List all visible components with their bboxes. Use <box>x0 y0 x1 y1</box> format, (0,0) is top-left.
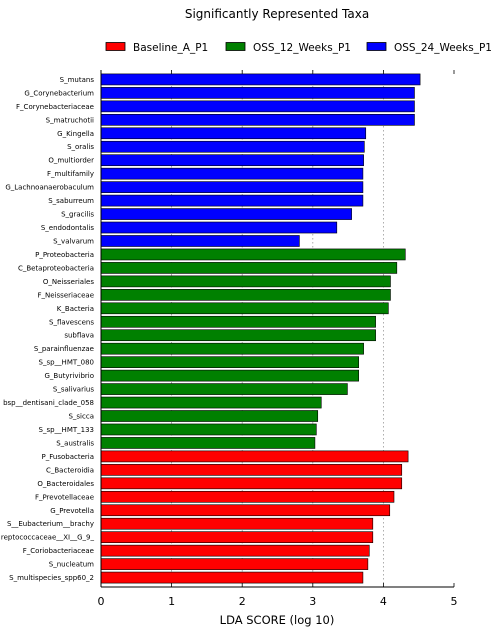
bar <box>100 167 364 180</box>
y-tick-label: S_salivarius <box>53 386 94 394</box>
y-tick-label: S_gracilis <box>61 211 94 219</box>
bar <box>100 127 367 140</box>
bar <box>100 100 415 113</box>
y-tick-label: S_matruchotii <box>46 116 94 124</box>
y-tick-label: S_valvarum <box>53 237 94 245</box>
y-tick-label: P_Fusobacteria <box>42 453 94 461</box>
y-tick-label: C_Betaproteobacteria <box>18 264 94 272</box>
x-axis-label: LDA SCORE (log 10) <box>220 613 335 627</box>
bar <box>100 113 415 126</box>
axes-frame <box>100 70 454 588</box>
legend-swatch-24-weeks <box>366 42 387 51</box>
bars <box>100 73 421 584</box>
bar <box>100 517 374 530</box>
y-tick-label: S_sicca <box>68 413 94 421</box>
x-tick-label: 0 <box>98 595 105 608</box>
y-tick-label: reptococcaceae__XI__G_9_ <box>1 534 95 542</box>
y-tick-label: O_Bacteroidales <box>37 480 94 488</box>
y-axis-labels: S_mutans G_Corynebacterium F_Corynebacteri… <box>1 76 95 582</box>
bar <box>100 383 348 395</box>
x-tick-label: 3 <box>309 595 316 608</box>
bar <box>100 558 369 570</box>
y-tick-label: S_nucleatum <box>49 561 94 569</box>
y-tick-label: S_multispecies_spp60_2 <box>9 574 94 582</box>
bar <box>100 437 316 449</box>
bar <box>100 464 403 476</box>
y-tick-label: S_sp__HMT_080 <box>39 359 94 367</box>
bar <box>100 504 391 517</box>
legend-label-12-weeks: OSS_12_Weeks_P1 <box>253 42 351 54</box>
y-tick-label: S_australis <box>56 439 94 447</box>
bar <box>100 248 406 261</box>
y-tick-label: S_parainfluenzae <box>34 345 94 353</box>
bar <box>100 450 409 463</box>
legend: Baseline_A_P1 OSS_12_Weeks_P1 OSS_24_Wee… <box>105 42 492 54</box>
y-tick-label: C_Bacteroidia <box>46 466 94 474</box>
bar <box>100 87 415 99</box>
legend-label-baseline: Baseline_A_P1 <box>133 42 208 54</box>
y-tick-label: G_Prevotella <box>50 507 94 515</box>
bar <box>100 275 391 288</box>
bar <box>100 571 364 584</box>
y-tick-label: K_Bacteria <box>57 305 94 313</box>
bar <box>100 342 364 355</box>
bar <box>100 490 395 503</box>
y-tick-label: F_multifamily <box>47 170 94 178</box>
y-tick-label: P_Proteobacteria <box>35 251 94 259</box>
bar <box>100 477 403 490</box>
bar <box>100 140 365 153</box>
y-tick-label: G_Corynebacterium <box>24 89 94 97</box>
y-tick-label: S_endodontalis <box>41 224 94 232</box>
bar <box>100 73 421 86</box>
bar <box>100 208 352 220</box>
bar <box>100 356 359 368</box>
bar <box>100 194 364 207</box>
y-tick-label: F_Neisseriaceae <box>38 291 94 299</box>
y-tick-label: F_Coriobacteriaceae <box>23 547 94 555</box>
y-tick-label: S_flavescens <box>49 318 94 326</box>
bar <box>100 302 389 315</box>
x-tick-label: 4 <box>380 595 387 608</box>
chart-title: Significantly Represented Taxa <box>185 7 369 21</box>
bar <box>100 262 398 274</box>
x-axis-ticks: 0 1 2 3 4 5 <box>98 70 458 608</box>
y-tick-label: subflava <box>64 332 94 340</box>
bar <box>100 544 370 557</box>
y-tick-label: bsp__dentisani_clade_058 <box>3 399 94 407</box>
x-tick-label: 5 <box>451 595 458 608</box>
y-tick-label: S_mutans <box>60 76 95 84</box>
bar <box>100 315 376 328</box>
bar <box>100 531 374 544</box>
x-tick-label: 1 <box>168 595 175 608</box>
bar <box>100 235 300 247</box>
y-tick-label: S_oralis <box>67 143 94 151</box>
bar <box>100 329 376 342</box>
bar <box>100 154 364 167</box>
bar <box>100 369 359 382</box>
bar <box>100 396 322 409</box>
legend-swatch-12-weeks <box>225 42 246 51</box>
bar <box>100 181 364 193</box>
y-tick-label: G_Butyrivibrio <box>44 372 94 380</box>
legend-swatch-baseline <box>105 42 126 51</box>
y-tick-label: F_Corynebacteriaceae <box>16 103 94 111</box>
legend-label-24-weeks: OSS_24_Weeks_P1 <box>394 42 492 54</box>
y-tick-label: F_Prevotellaceae <box>35 493 94 501</box>
y-tick-label: O_Neisseriales <box>43 278 94 286</box>
y-tick-label: S_saburreum <box>48 197 94 205</box>
bar <box>100 289 391 301</box>
y-tick-label: G_Kingella <box>57 130 94 138</box>
x-tick-label: 2 <box>239 595 246 608</box>
y-tick-label: S__Eubacterium__brachy <box>7 520 94 528</box>
y-tick-label: G_Lachnoanaerobaculum <box>5 184 94 192</box>
y-tick-label: O_multiorder <box>48 157 94 165</box>
bar <box>100 221 338 234</box>
bar <box>100 410 319 422</box>
bar <box>100 423 317 436</box>
y-tick-label: S_sp__HMT_133 <box>39 426 94 434</box>
